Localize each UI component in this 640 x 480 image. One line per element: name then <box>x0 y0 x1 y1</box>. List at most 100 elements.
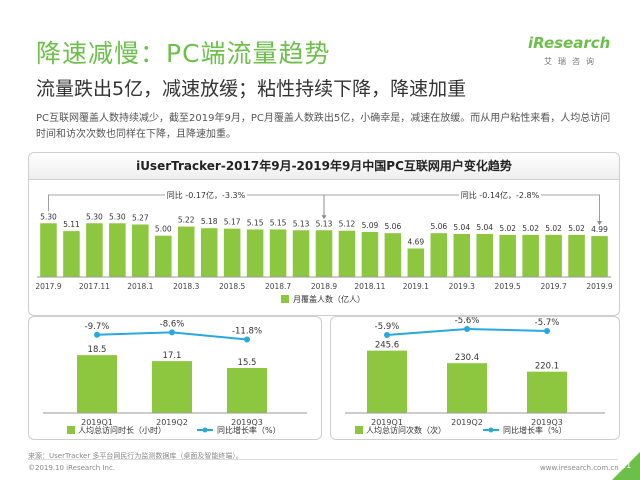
bar-value-label: 5.06 <box>430 222 447 231</box>
bar <box>447 363 487 413</box>
bar-value-label: 5.13 <box>293 219 310 228</box>
website-link[interactable]: www.iresearch.com.cn <box>540 464 619 472</box>
legend-label: 人均总访问次数（次） <box>366 425 446 435</box>
bar <box>527 371 567 413</box>
bar <box>132 224 149 277</box>
bar <box>453 234 471 277</box>
bar <box>152 361 192 413</box>
growth-rate-point <box>244 336 250 343</box>
bar-value-label: 5.12 <box>339 220 356 229</box>
growth-rate-label: -8.6% <box>160 319 185 329</box>
bar <box>177 226 195 277</box>
bar-value-label: 5.11 <box>63 220 80 229</box>
bar <box>407 248 425 277</box>
x-tick-label: 2019Q2 <box>156 418 188 427</box>
bar-value-label: 4.69 <box>407 237 424 246</box>
growth-rate-point <box>169 329 175 336</box>
growth-rate-label: -5.7% <box>535 318 560 328</box>
bar-value-label: 5.02 <box>545 224 562 233</box>
bar <box>77 355 117 413</box>
bar-value-label: 5.02 <box>568 224 585 233</box>
x-tick-label: 2019.1 <box>403 282 429 291</box>
growth-rate-point <box>544 328 550 334</box>
x-tick-label: 2017.11 <box>79 282 110 291</box>
bar-value-label: 18.5 <box>88 345 107 355</box>
bar-value-label: 5.04 <box>453 223 470 232</box>
annotation-box <box>459 188 541 202</box>
annotation-box <box>165 188 247 202</box>
main-chart-panel: iUserTracker-2017年9月-2019年9月中国PC互联网用户变化趋… <box>28 152 620 316</box>
bar-value-label: 5.15 <box>247 218 264 227</box>
bar-value-label: 5.30 <box>40 212 57 221</box>
x-tick-label: 2019Q3 <box>231 418 263 427</box>
logo-subtext: 艾瑞咨询 <box>544 57 600 66</box>
bar <box>155 235 172 277</box>
annotation-text: 同比 -0.17亿，-3.3% <box>167 190 246 200</box>
bar-value-label: 5.02 <box>499 224 516 233</box>
bar-value-label: 5.04 <box>476 223 493 232</box>
bar <box>384 233 402 277</box>
x-tick-label: 2019Q1 <box>371 418 403 427</box>
bar <box>269 229 287 277</box>
x-tick-label: 2019Q1 <box>81 418 113 427</box>
x-tick-label: 2019Q3 <box>531 418 563 427</box>
bar <box>315 230 333 277</box>
bar <box>476 234 493 277</box>
bar-value-label: 17.1 <box>163 351 182 361</box>
x-tick-label: 2018.1 <box>127 282 153 291</box>
x-tick-label: 2018.11 <box>354 282 385 291</box>
footer-divider <box>28 459 618 460</box>
growth-rate-point <box>384 332 390 338</box>
bar <box>568 234 585 277</box>
x-tick-label: 2018.9 <box>311 282 337 291</box>
bar <box>367 350 407 413</box>
bar-value-label: 245.6 <box>375 341 399 351</box>
bar-value-label: 220.1 <box>535 362 559 372</box>
legend-marker <box>488 427 494 433</box>
bar <box>200 228 218 277</box>
main-chart-title: iUserTracker-2017年9月-2019年9月中国PC互联网用户变化趋… <box>29 153 619 180</box>
visits-chart: 245.6 2019Q1 230.4 2019Q2 220.1 2019Q3 -5.9% -5… <box>345 317 605 435</box>
main-chart: 5.30 5.11 5.30 5.30 5.27 5.00 5.22 5.18 5.17 5.15… <box>35 188 613 304</box>
bar <box>545 234 562 277</box>
legend-swatch <box>281 295 289 303</box>
iresearch-logo: iResearch 艾瑞咨询 <box>528 34 610 74</box>
bar-value-label: 5.02 <box>522 224 539 233</box>
bar-value-label: 4.99 <box>591 225 608 234</box>
legend-label: 同比增长率（%） <box>503 425 567 435</box>
bar-value-label: 5.18 <box>201 217 218 226</box>
x-tick-label: 2019Q2 <box>451 418 483 427</box>
legend-marker <box>202 427 208 433</box>
x-tick-label: 2018.3 <box>173 282 199 291</box>
x-tick-label: 2019.9 <box>586 282 612 291</box>
bar-value-label: 5.17 <box>224 218 241 227</box>
x-tick-label: 2019.3 <box>449 282 475 291</box>
bar <box>361 231 379 277</box>
page-title: 降速减慢：PC端流量趋势 <box>36 39 331 68</box>
x-tick-label: 2019.7 <box>540 282 566 291</box>
page-corner <box>612 452 640 480</box>
legend-swatch <box>355 426 363 434</box>
bar-value-label: 5.30 <box>86 212 103 221</box>
bar <box>338 230 356 277</box>
duration-chart: 18.5 2019Q1 17.1 2019Q2 15.5 2019Q3 -9.7% -8.6%… <box>43 319 307 435</box>
legend-swatch <box>67 426 75 434</box>
growth-rate-point <box>464 326 470 332</box>
x-tick-label: 2018.5 <box>219 282 245 291</box>
legend-label: 人均总访问时长（小时） <box>78 425 166 435</box>
bar-value-label: 5.06 <box>385 222 402 231</box>
bar <box>86 223 103 277</box>
page-corner-triangle <box>612 452 640 480</box>
bar <box>522 234 539 277</box>
bar <box>292 230 310 277</box>
growth-rate-label: -11.8% <box>232 326 262 336</box>
growth-rate-label: -5.6% <box>455 317 480 326</box>
growth-rate-label: -9.7% <box>85 322 110 332</box>
source-note: 来源：UserTracker 多平台网民行为监测数据库（桌面及智能终端）。 <box>28 452 243 460</box>
copyright: ©2019.10 iResearch Inc. <box>28 464 116 472</box>
visits-chart-panel: 245.6 2019Q1 230.4 2019Q2 220.1 2019Q3 -5.9% -5… <box>330 316 620 440</box>
legend-label: 同比增长率（%） <box>217 425 281 435</box>
bar-value-label: 230.4 <box>455 353 479 363</box>
bar-value-label: 5.00 <box>155 225 172 234</box>
growth-rate-label: -5.9% <box>375 322 400 332</box>
